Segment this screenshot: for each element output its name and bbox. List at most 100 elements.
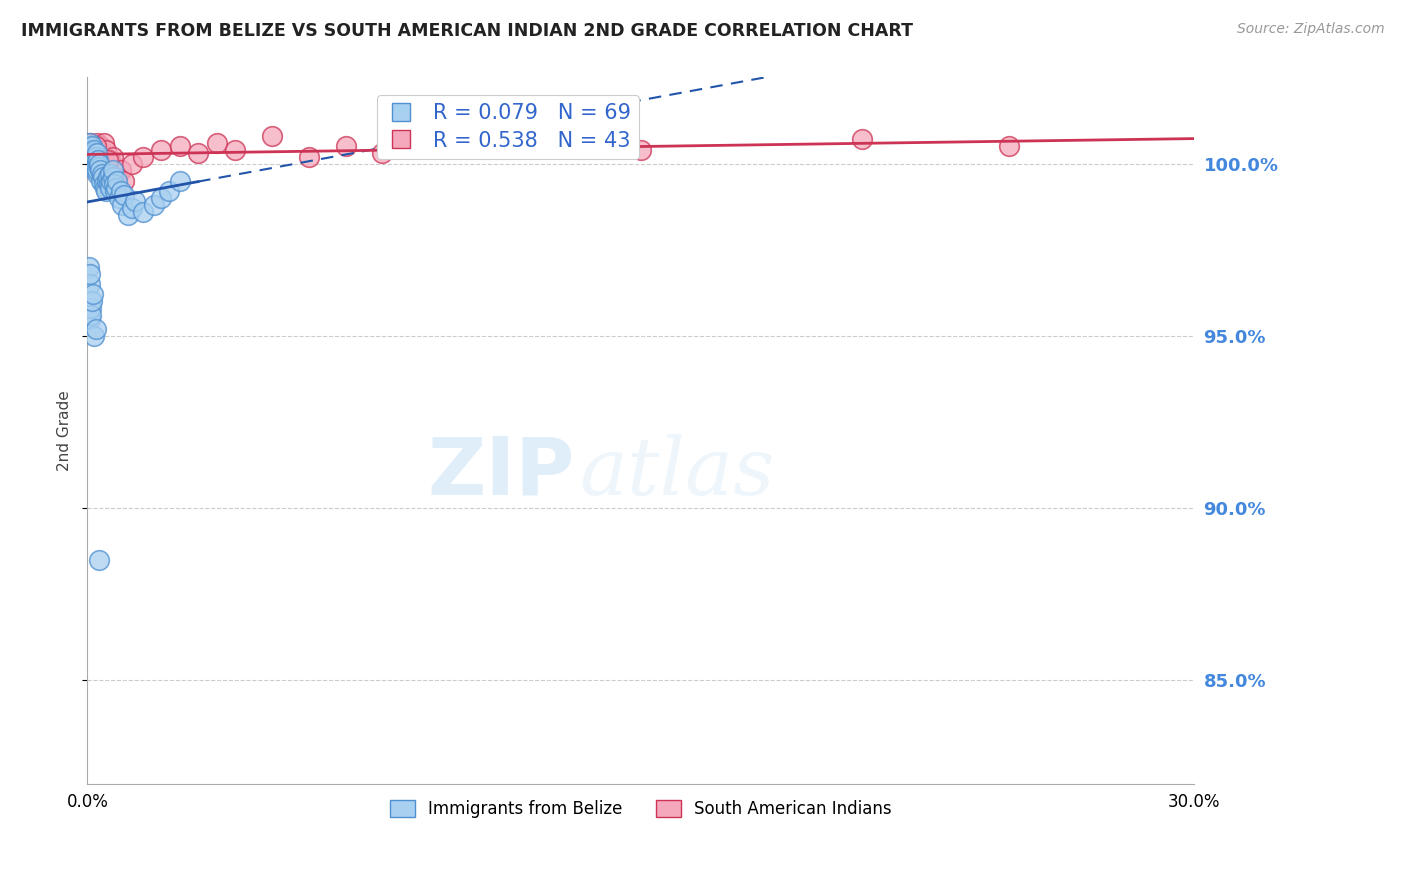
Point: [84, 322, 107, 336]
Point: [124, 194, 146, 209]
Point: [110, 163, 132, 178]
Point: [103, 150, 125, 164]
Point: [998, 139, 1021, 153]
Point: [96, 174, 118, 188]
Point: [150, 143, 173, 157]
Point: [97, 163, 120, 178]
Point: [117, 208, 139, 222]
Point: [77, 139, 100, 153]
Point: [80, 143, 103, 157]
Point: [98, 153, 121, 168]
Point: [91, 167, 114, 181]
Point: [112, 174, 135, 188]
Point: [86, 163, 108, 178]
Legend: Immigrants from Belize, South American Indians: Immigrants from Belize, South American I…: [382, 793, 898, 825]
Point: [82, 156, 104, 170]
Point: [105, 180, 128, 194]
Point: [91, 170, 114, 185]
Point: [87, 153, 110, 168]
Point: [101, 170, 124, 185]
Text: ZIP: ZIP: [427, 434, 574, 512]
Point: [80, 143, 103, 157]
Point: [79, 150, 101, 164]
Point: [169, 139, 191, 153]
Point: [371, 146, 394, 161]
Point: [94, 180, 117, 194]
Point: [90, 174, 112, 188]
Point: [94, 184, 117, 198]
Point: [83, 139, 105, 153]
Point: [82, 287, 104, 301]
Point: [112, 187, 135, 202]
Point: [97, 170, 120, 185]
Point: [89, 163, 111, 178]
Point: [77, 143, 100, 157]
Point: [83, 146, 105, 161]
Point: [169, 174, 191, 188]
Point: [98, 167, 121, 181]
Point: [150, 191, 173, 205]
Point: [80, 308, 103, 322]
Point: [94, 143, 117, 157]
Point: [82, 153, 104, 168]
Point: [103, 163, 125, 178]
Point: [83, 329, 105, 343]
Point: [205, 136, 228, 150]
Point: [335, 139, 357, 153]
Text: Source: ZipAtlas.com: Source: ZipAtlas.com: [1237, 22, 1385, 37]
Y-axis label: 2nd Grade: 2nd Grade: [58, 390, 72, 471]
Point: [105, 170, 128, 185]
Point: [97, 178, 120, 192]
Point: [105, 174, 128, 188]
Point: [86, 136, 108, 150]
Point: [224, 143, 246, 157]
Point: [107, 191, 129, 205]
Point: [80, 139, 103, 153]
Point: [89, 139, 111, 153]
Point: [80, 150, 103, 164]
Point: [89, 156, 111, 170]
Point: [103, 178, 125, 192]
Point: [83, 150, 105, 164]
Point: [83, 143, 105, 157]
Point: [100, 174, 122, 188]
Point: [79, 260, 101, 274]
Point: [82, 150, 104, 164]
Point: [187, 146, 209, 161]
Text: IMMIGRANTS FROM BELIZE VS SOUTH AMERICAN INDIAN 2ND GRADE CORRELATION CHART: IMMIGRANTS FROM BELIZE VS SOUTH AMERICAN…: [21, 22, 912, 40]
Point: [80, 153, 103, 168]
Point: [80, 301, 103, 316]
Point: [851, 132, 873, 146]
Point: [86, 146, 108, 161]
Point: [260, 128, 283, 143]
Point: [79, 311, 101, 326]
Point: [84, 156, 107, 170]
Point: [142, 198, 165, 212]
Point: [83, 153, 105, 168]
Point: [84, 163, 107, 178]
Point: [121, 156, 143, 170]
Point: [84, 150, 107, 164]
Point: [87, 150, 110, 164]
Point: [87, 143, 110, 157]
Point: [80, 146, 103, 161]
Point: [83, 150, 105, 164]
Point: [79, 139, 101, 153]
Point: [87, 160, 110, 174]
Point: [79, 136, 101, 150]
Point: [79, 146, 101, 161]
Point: [82, 139, 104, 153]
Point: [82, 160, 104, 174]
Point: [80, 146, 103, 161]
Point: [84, 139, 107, 153]
Point: [630, 143, 652, 157]
Point: [132, 150, 155, 164]
Point: [79, 146, 101, 161]
Point: [79, 277, 101, 292]
Point: [79, 136, 101, 150]
Point: [86, 167, 108, 181]
Point: [80, 294, 103, 309]
Point: [79, 143, 101, 157]
Point: [93, 178, 115, 192]
Text: atlas: atlas: [579, 434, 775, 512]
